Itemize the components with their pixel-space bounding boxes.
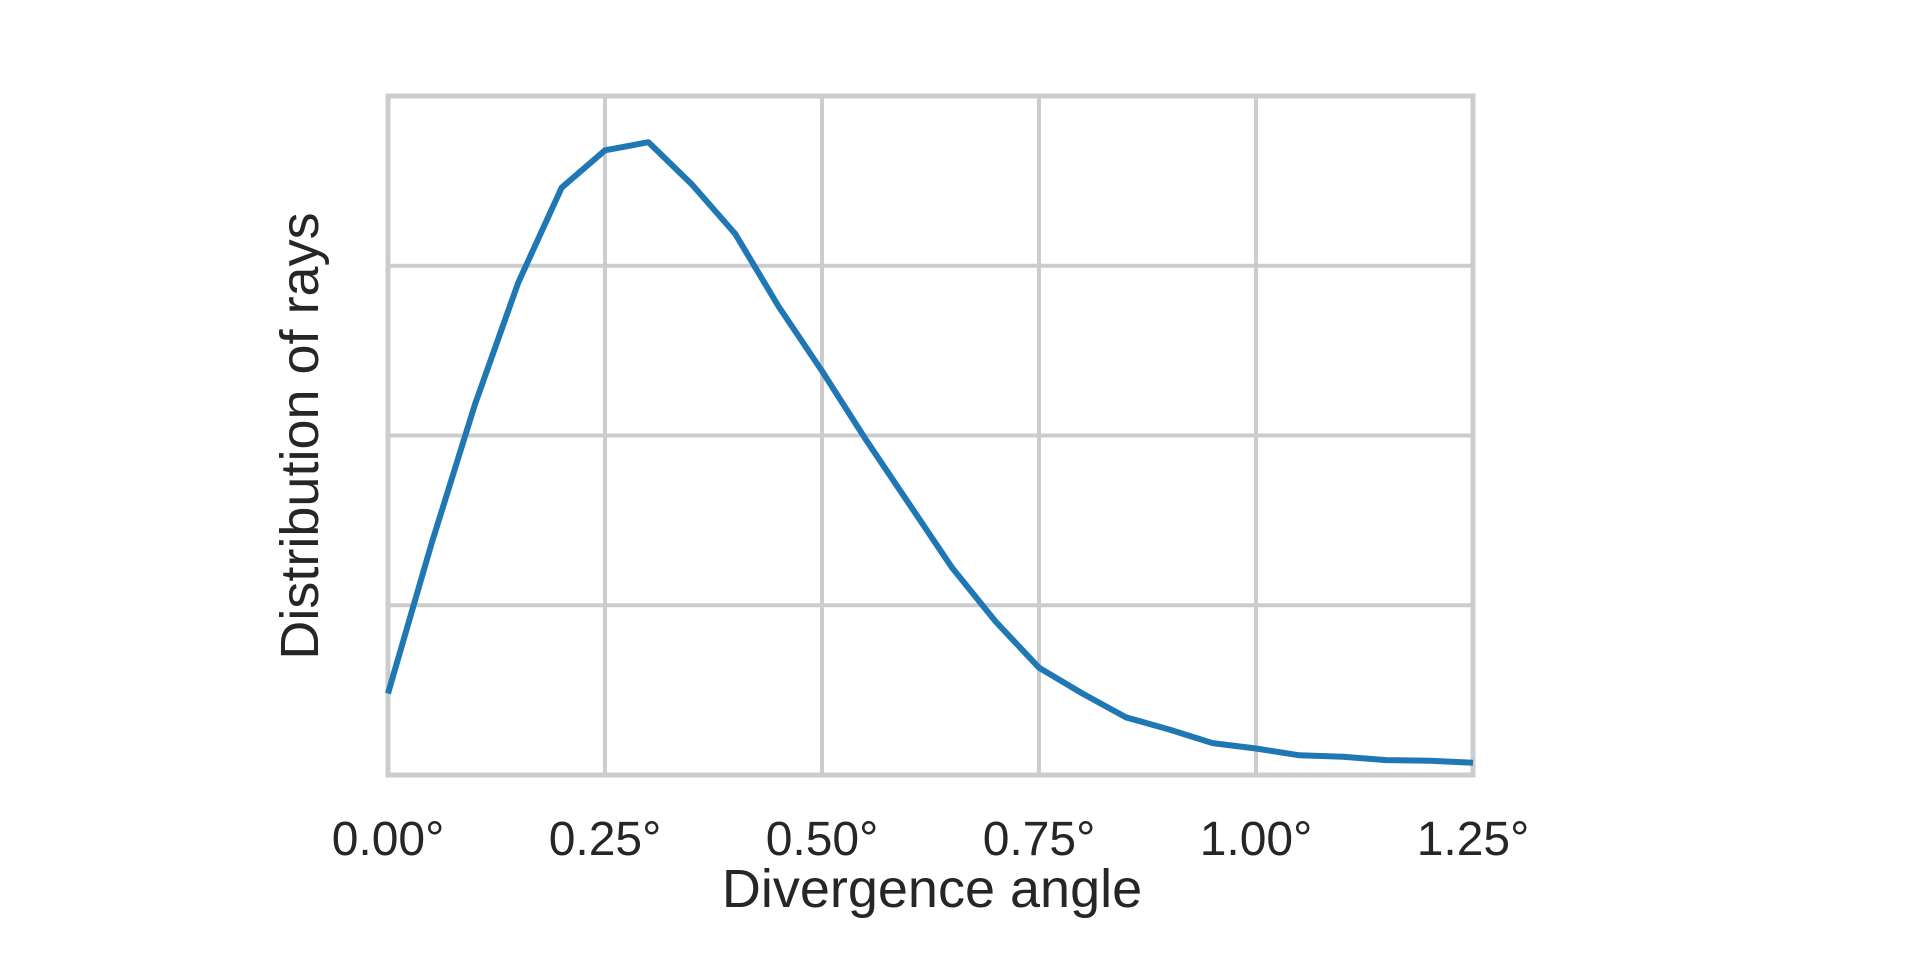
- series-line: [385, 139, 1474, 766]
- x-tick-label: 1.00°: [1200, 813, 1313, 866]
- x-tick-label: 1.25°: [1417, 813, 1530, 866]
- x-axis-label: Divergence angle: [722, 859, 1142, 919]
- x-tick-label: 0.00°: [332, 813, 445, 866]
- y-axis-label: Distribution of rays: [270, 212, 330, 659]
- x-tick-label: 0.75°: [983, 813, 1096, 866]
- x-tick-labels: 0.00° 0.25° 0.50° 0.75° 1.00° 1.25°: [332, 813, 1530, 866]
- series-layer: [385, 139, 1474, 766]
- x-tick-label: 0.25°: [549, 813, 662, 866]
- plot-frame: [385, 93, 1476, 778]
- x-tick-label: 0.50°: [766, 813, 879, 866]
